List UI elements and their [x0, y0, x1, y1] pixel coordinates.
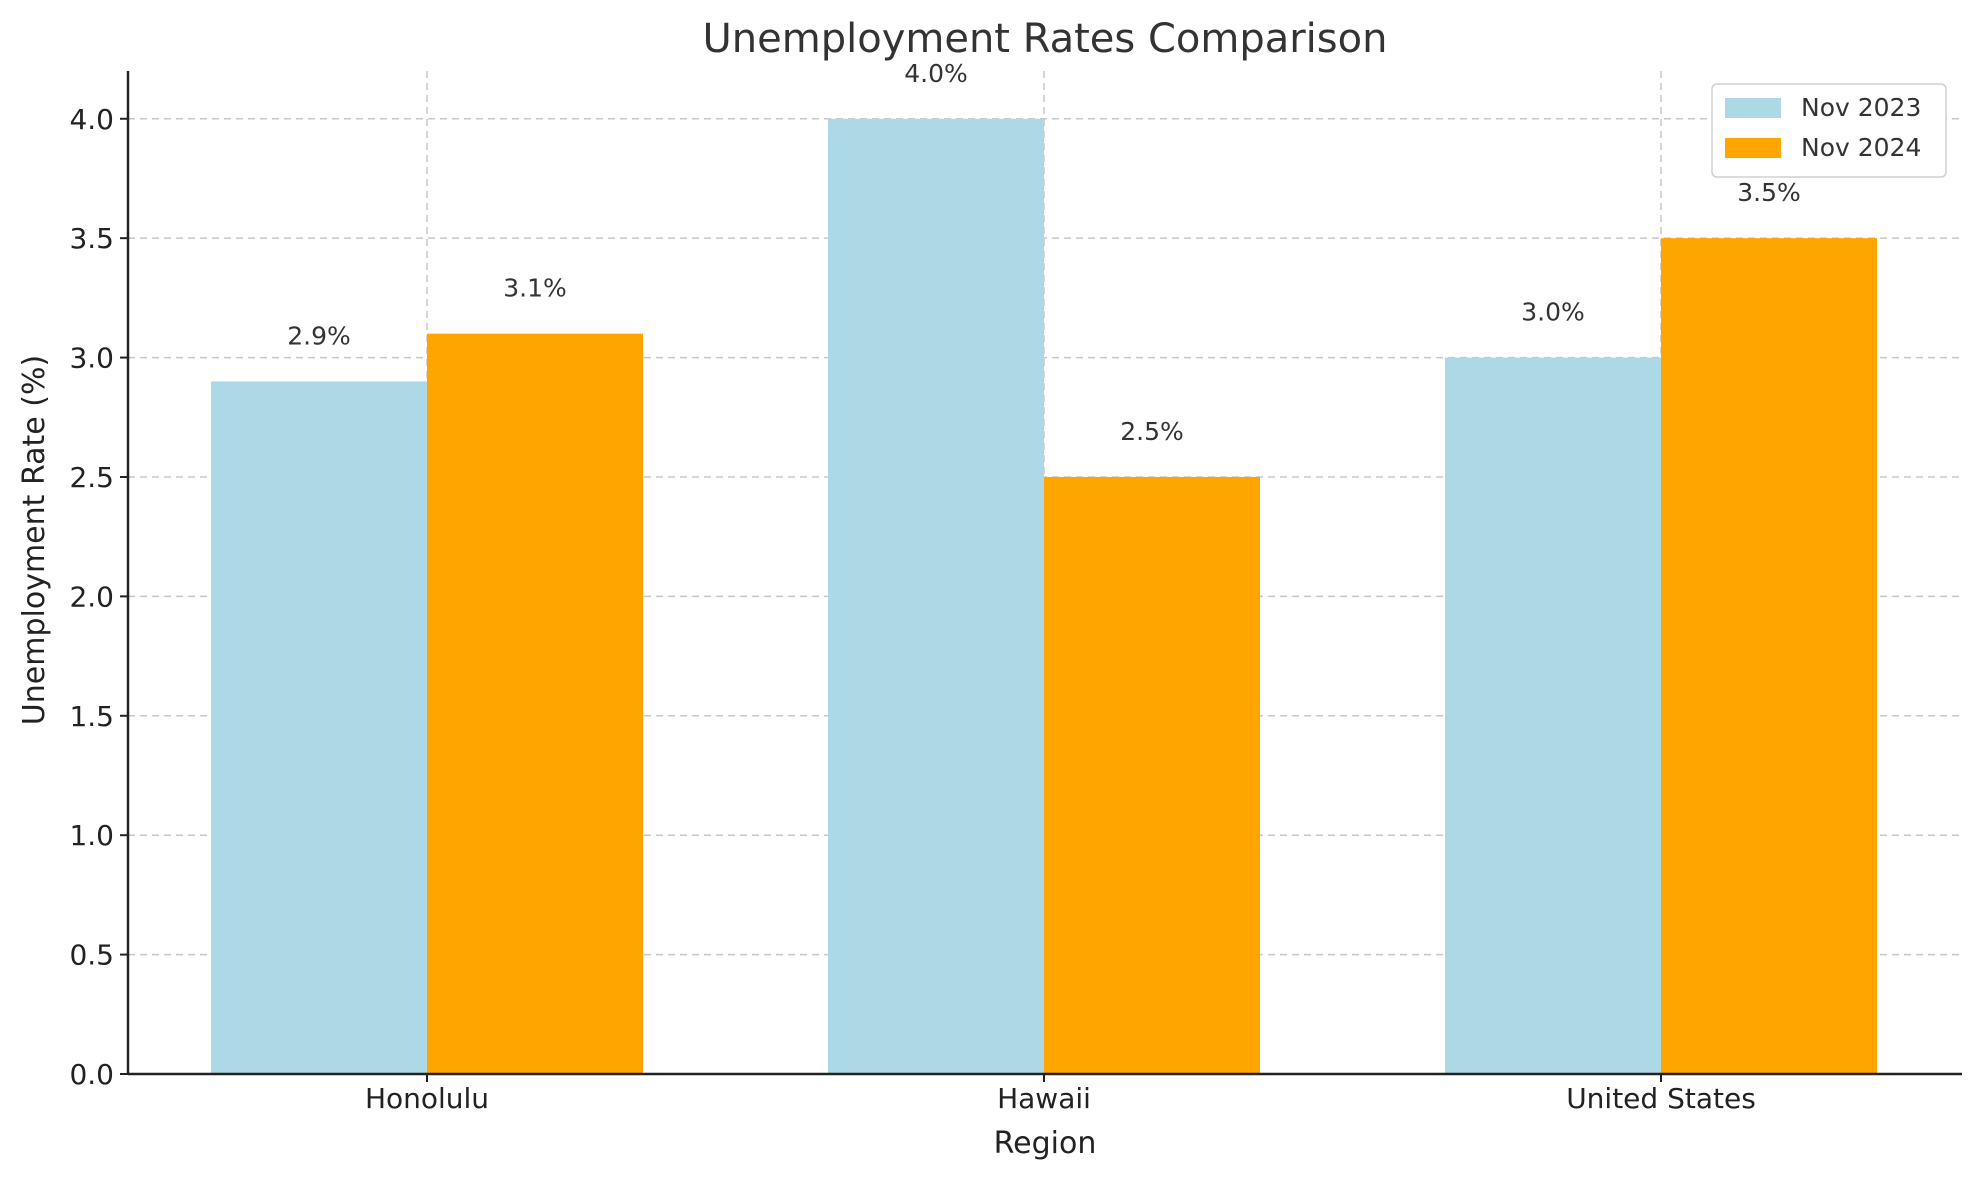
- data-label: 3.5%: [1737, 178, 1801, 207]
- y-tick-label: 3.0: [69, 342, 114, 375]
- y-tick-label: 0.0: [69, 1058, 114, 1091]
- data-labels: 2.9% 4.0% 3.0% 3.1% 2.5% 3.5%: [287, 59, 1801, 446]
- y-tick-label: 1.0: [69, 819, 114, 852]
- bar-nov-2024: [427, 333, 643, 1074]
- x-tick-label: United States: [1566, 1082, 1756, 1115]
- legend-label: Nov 2023: [1801, 93, 1921, 122]
- legend-label: Nov 2024: [1801, 133, 1921, 162]
- y-tick-label: 4.0: [69, 103, 114, 136]
- x-tick-label: Honolulu: [365, 1082, 489, 1115]
- bar-nov-2023: [828, 118, 1044, 1074]
- y-tick-label: 3.5: [69, 222, 114, 255]
- x-tick-label: Hawaii: [997, 1082, 1091, 1115]
- bar-nov-2024: [1661, 238, 1877, 1074]
- data-label: 2.9%: [287, 321, 351, 350]
- data-label: 3.1%: [503, 274, 567, 303]
- chart-title: Unemployment Rates Comparison: [703, 16, 1388, 62]
- legend-swatch: [1725, 138, 1781, 158]
- legend[interactable]: Nov 2023 Nov 2024: [1711, 83, 1947, 178]
- data-label: 2.5%: [1120, 417, 1184, 446]
- bars: [211, 118, 1877, 1075]
- axes: 0.0 0.5 1.0 1.5 2.0 2.5 3.0 3.5 4.0 Honolulu Hawai…: [69, 71, 1962, 1115]
- y-tick-label: 1.5: [69, 700, 114, 733]
- x-axis-label: Region: [994, 1126, 1097, 1161]
- y-axis-label: Unemployment Rate (%): [17, 355, 52, 725]
- y-tick-label: 2.5: [69, 461, 114, 494]
- data-label: 4.0%: [904, 59, 968, 88]
- y-tick-label: 0.5: [69, 939, 114, 972]
- y-tick-label: 2.0: [69, 580, 114, 613]
- bar-nov-2023: [211, 381, 427, 1074]
- legend-swatch: [1725, 98, 1781, 118]
- data-label: 3.0%: [1521, 298, 1585, 327]
- bar-nov-2023: [1445, 357, 1661, 1075]
- bar-nov-2024: [1044, 476, 1260, 1074]
